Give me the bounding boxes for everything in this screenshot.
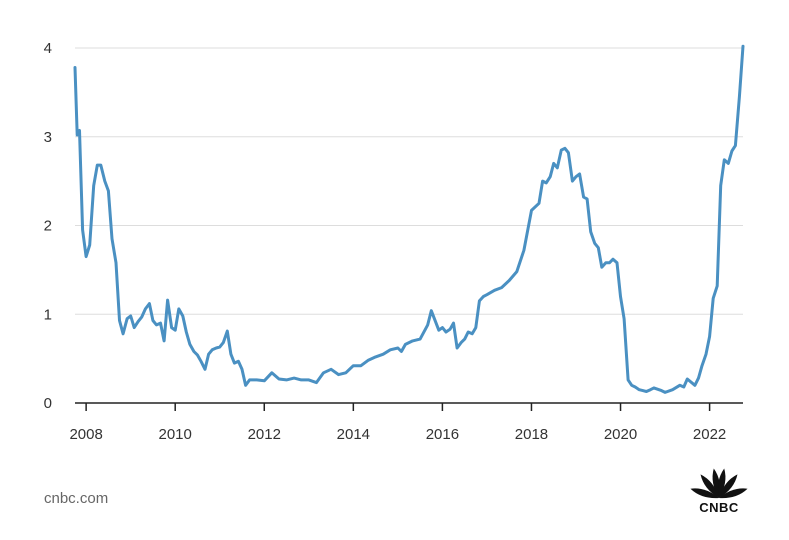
x-tick-label-2022: 2022	[693, 426, 726, 443]
x-tick-label-2018: 2018	[515, 426, 548, 443]
y-tick-label-1: 1	[44, 306, 52, 323]
y-axis: 0 1 2 3 4	[44, 40, 52, 412]
grid-lines	[75, 47, 743, 315]
y-tick-label-2: 2	[44, 218, 52, 235]
x-tick-label-2020: 2020	[604, 426, 637, 443]
y-tick-label-0: 0	[44, 395, 52, 412]
peacock-feather-0	[690, 488, 719, 499]
y-tick-label-4: 4	[44, 40, 52, 57]
peacock-feather-1	[700, 474, 719, 498]
peacock-icon	[690, 468, 748, 499]
peacock-feather-4	[719, 474, 738, 498]
x-tick-label-2014: 2014	[337, 426, 370, 443]
series-line-0	[73, 44, 745, 394]
x-tick-label-2010: 2010	[159, 426, 192, 443]
x-tick-label-2008: 2008	[69, 426, 102, 443]
cnbc-logo: CNBC	[686, 464, 752, 515]
x-tick-label-2016: 2016	[426, 426, 459, 443]
peacock-feather-5	[719, 488, 748, 499]
peacock-feather-3	[717, 468, 726, 498]
x-axis: 2008 2010 2012 2014 2016 2018 2020 2022	[69, 402, 743, 443]
logo-text: CNBC	[699, 500, 739, 515]
x-tick-label-2012: 2012	[248, 426, 281, 443]
y-tick-label-3: 3	[44, 129, 52, 146]
series-group	[73, 44, 745, 394]
source-label: cnbc.com	[44, 490, 109, 507]
